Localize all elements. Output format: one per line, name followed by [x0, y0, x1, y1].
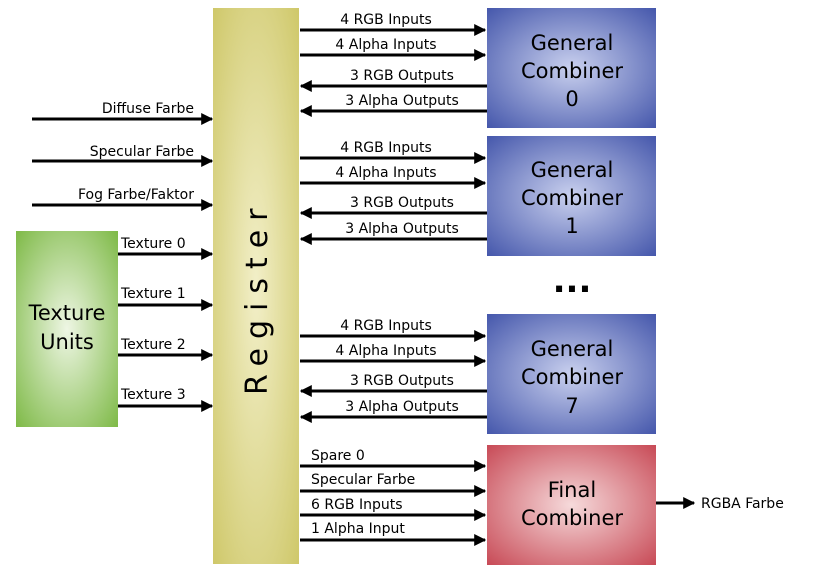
- gc0-alpha-in-label: 4 Alpha Inputs: [335, 37, 436, 53]
- gc7-title-2: Combiner: [521, 365, 623, 389]
- gc0-alpha-out-label: 3 Alpha Outputs: [345, 93, 459, 109]
- texture-arrows: [118, 248, 214, 412]
- fog-label: Fog Farbe/Faktor: [78, 187, 194, 203]
- general-combiner-1: [487, 136, 656, 256]
- gc7-rgb-out-label: 3 RGB Outputs: [350, 373, 454, 389]
- gc7-alpha-in-label: 4 Alpha Inputs: [335, 343, 436, 359]
- texture-0-label: Texture 0: [120, 236, 186, 252]
- left-inputs: [32, 113, 214, 211]
- general-combiner-7: [487, 314, 656, 434]
- specular-label: Specular Farbe: [90, 144, 194, 160]
- texture-1-label: Texture 1: [120, 286, 186, 302]
- combiner-arrows: [299, 24, 696, 546]
- gc0-rgb-out-label: 3 RGB Outputs: [350, 68, 454, 84]
- texture-3-label: Texture 3: [120, 387, 186, 403]
- gc7-index: 7: [565, 394, 578, 418]
- register-label: Register: [240, 199, 275, 395]
- texture-units-label-2: Units: [40, 330, 94, 354]
- gc0-rgb-in-label: 4 RGB Inputs: [340, 12, 432, 28]
- final-title-2: Combiner: [521, 506, 623, 530]
- gc7-rgb-in-label: 4 RGB Inputs: [340, 318, 432, 334]
- gc1-alpha-in-label: 4 Alpha Inputs: [335, 165, 436, 181]
- gc1-index: 1: [565, 214, 578, 238]
- gc7-title-1: General: [531, 337, 614, 361]
- gc1-rgb-in-label: 4 RGB Inputs: [340, 140, 432, 156]
- ellipsis: ...: [553, 261, 592, 301]
- general-combiner-0: [487, 8, 656, 128]
- final-spare0-label: Spare 0: [311, 448, 365, 464]
- final-specular-label: Specular Farbe: [311, 472, 415, 488]
- diffuse-label: Diffuse Farbe: [102, 101, 194, 117]
- final-rgb-label: 6 RGB Inputs: [311, 497, 403, 513]
- gc0-index: 0: [565, 87, 578, 111]
- register-block: [213, 8, 299, 564]
- texture-units-block: [16, 231, 118, 427]
- gc1-rgb-out-label: 3 RGB Outputs: [350, 195, 454, 211]
- gc1-title-2: Combiner: [521, 186, 623, 210]
- gc0-title-2: Combiner: [521, 59, 623, 83]
- gc0-title-1: General: [531, 31, 614, 55]
- gc1-title-1: General: [531, 158, 614, 182]
- texture-units-label-1: Texture: [28, 301, 106, 325]
- gc7-alpha-out-label: 3 Alpha Outputs: [345, 399, 459, 415]
- rgba-output-label: RGBA Farbe: [701, 496, 784, 512]
- gc1-alpha-out-label: 3 Alpha Outputs: [345, 221, 459, 237]
- final-alpha-label: 1 Alpha Input: [311, 521, 405, 537]
- texture-2-label: Texture 2: [120, 337, 186, 353]
- final-title-1: Final: [548, 478, 596, 502]
- final-combiner: [487, 445, 656, 565]
